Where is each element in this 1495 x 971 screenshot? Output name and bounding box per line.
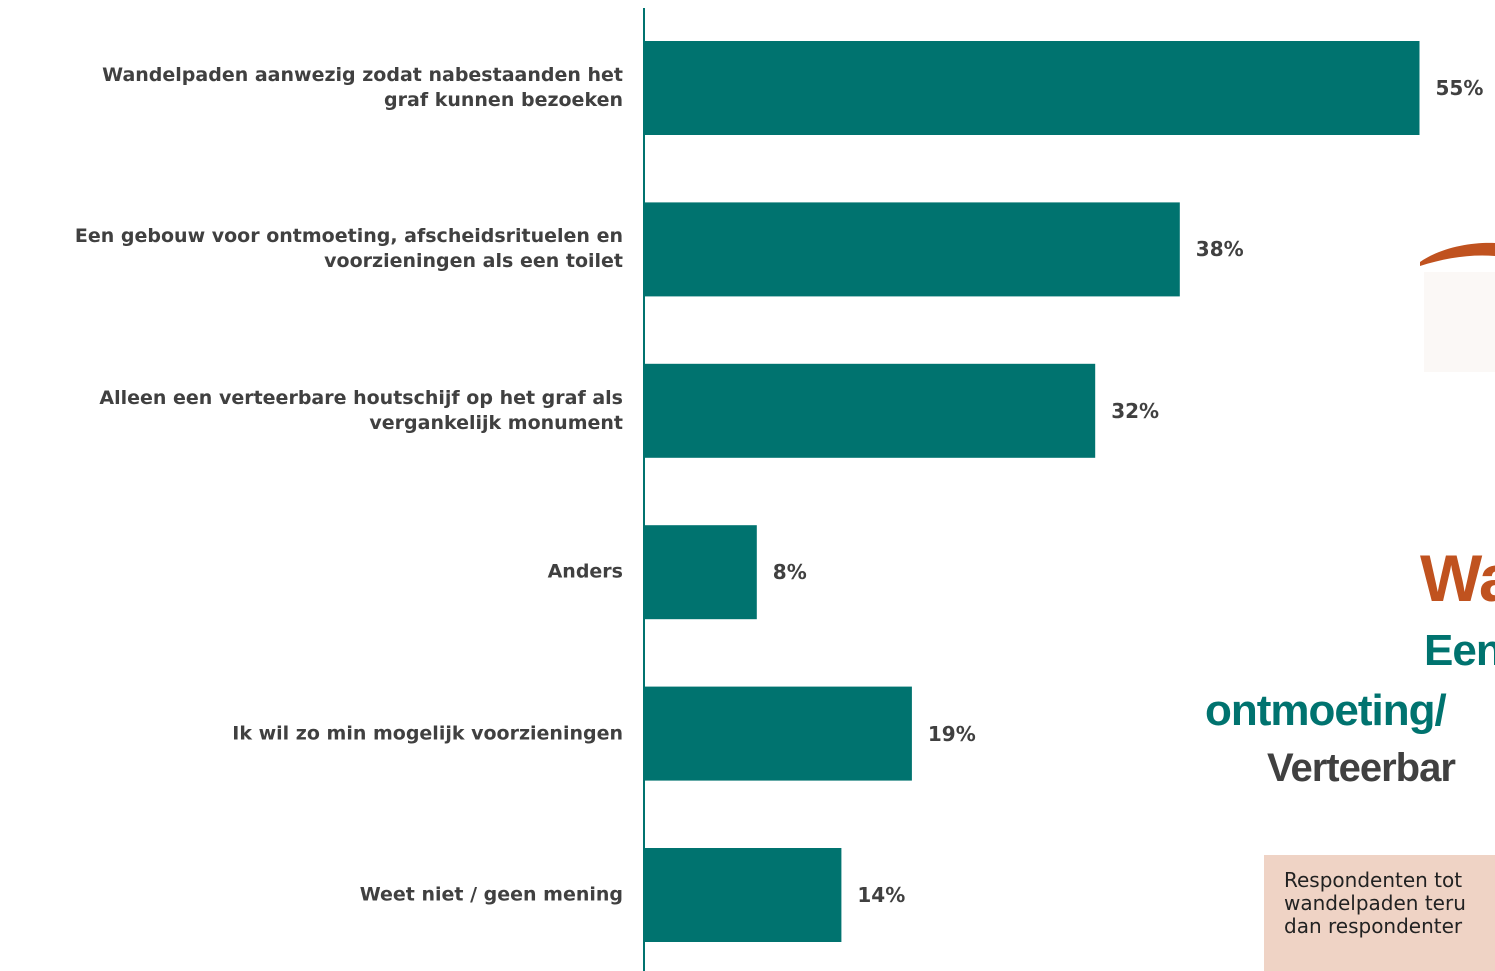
bar <box>644 41 1420 135</box>
category-label: Alleen een verteerbare houtschijf op het… <box>99 386 623 434</box>
note-box: Respondenten tot wandelpaden teru dan resp… <box>1264 855 1495 971</box>
brush-stroke <box>1420 242 1495 266</box>
category-label: Anders <box>547 560 623 583</box>
bar <box>644 848 842 942</box>
value-label: 38% <box>1195 237 1244 262</box>
note-line: Respondenten tot <box>1284 868 1463 892</box>
category-label: Wandelpaden aanwezig zodat nabestaanden … <box>102 64 623 111</box>
note-line: dan respondenter <box>1284 914 1463 938</box>
note-line: wandelpaden teru <box>1284 891 1466 915</box>
value-label: 32% <box>1111 398 1160 423</box>
value-label: 19% <box>927 721 976 746</box>
overlay-title: Wa <box>1420 541 1495 615</box>
bar <box>644 202 1180 297</box>
bar <box>644 525 757 620</box>
category-label: Een gebouw voor ontmoeting, afscheidsrit… <box>74 225 623 273</box>
category-label: Ik wil zo min mogelijk voorzieningen <box>232 722 623 745</box>
faint-panel <box>1424 272 1495 372</box>
overlay-title: Verteerbar <box>1267 746 1456 790</box>
value-label: 55% <box>1435 76 1484 100</box>
value-label: 14% <box>857 883 906 907</box>
overlay-title: ontmoeting/ <box>1205 686 1447 735</box>
category-label: Weet niet / geen mening <box>359 883 623 906</box>
overlay-title: Een <box>1424 626 1495 675</box>
bar <box>644 686 912 781</box>
bar <box>644 363 1096 458</box>
value-label: 8% <box>772 560 807 585</box>
